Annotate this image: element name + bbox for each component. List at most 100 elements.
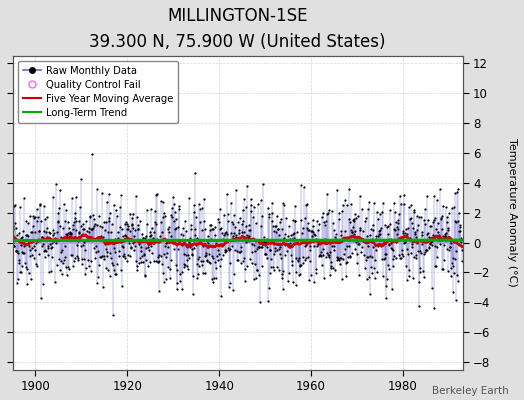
- Point: [416, 264, 424, 271]
- Point: [326, 263, 335, 269]
- Point: [271, 244, 279, 251]
- Point: [162, 254, 170, 260]
- Point: [355, 241, 363, 247]
- Point: [304, 227, 312, 233]
- Point: [147, 243, 155, 249]
- Point: [233, 248, 241, 254]
- Point: [249, 276, 258, 282]
- Point: [377, 236, 385, 243]
- Point: [208, 226, 216, 232]
- Point: [138, 231, 146, 237]
- Point: [110, 244, 118, 251]
- Point: [337, 238, 346, 244]
- Point: [216, 293, 225, 300]
- Point: [281, 231, 290, 237]
- Point: [20, 195, 28, 202]
- Point: [80, 256, 89, 262]
- Point: [307, 228, 315, 234]
- Point: [291, 282, 300, 288]
- Point: [11, 220, 19, 226]
- Point: [71, 215, 80, 221]
- Point: [209, 279, 217, 285]
- Point: [330, 227, 339, 233]
- Point: [91, 243, 100, 249]
- Point: [140, 235, 149, 242]
- Point: [133, 262, 141, 269]
- Point: [300, 238, 308, 244]
- Point: [102, 265, 110, 272]
- Point: [222, 248, 230, 254]
- Point: [239, 218, 247, 224]
- Point: [292, 269, 300, 276]
- Point: [165, 224, 173, 230]
- Legend: Raw Monthly Data, Quality Control Fail, Five Year Moving Average, Long-Term Tren: Raw Monthly Data, Quality Control Fail, …: [17, 61, 178, 123]
- Point: [53, 210, 62, 216]
- Point: [51, 234, 60, 241]
- Point: [239, 207, 247, 214]
- Point: [157, 253, 166, 260]
- Point: [233, 219, 242, 225]
- Point: [388, 286, 396, 292]
- Point: [329, 220, 337, 226]
- Point: [267, 200, 276, 206]
- Point: [449, 263, 457, 269]
- Point: [49, 194, 57, 200]
- Point: [86, 268, 95, 274]
- Point: [89, 224, 97, 231]
- Point: [32, 261, 40, 267]
- Point: [85, 229, 93, 235]
- Point: [79, 242, 87, 248]
- Point: [244, 235, 253, 242]
- Point: [218, 230, 226, 236]
- Point: [242, 239, 250, 245]
- Point: [88, 226, 96, 232]
- Point: [298, 237, 307, 243]
- Point: [177, 241, 185, 247]
- Point: [438, 266, 446, 272]
- Point: [237, 248, 246, 254]
- Point: [405, 204, 413, 211]
- Point: [309, 217, 317, 224]
- Point: [261, 239, 270, 246]
- Point: [344, 242, 353, 249]
- Point: [304, 227, 313, 234]
- Point: [93, 222, 102, 228]
- Point: [139, 235, 148, 241]
- Point: [163, 264, 172, 270]
- Point: [112, 206, 120, 213]
- Point: [413, 213, 421, 220]
- Point: [247, 208, 255, 214]
- Point: [216, 226, 224, 232]
- Point: [431, 215, 439, 221]
- Point: [45, 229, 53, 236]
- Point: [30, 255, 38, 261]
- Point: [323, 250, 332, 256]
- Point: [316, 249, 325, 255]
- Point: [141, 272, 149, 278]
- Point: [127, 215, 136, 222]
- Point: [422, 247, 431, 253]
- Point: [90, 216, 98, 222]
- Point: [123, 258, 132, 264]
- Point: [167, 212, 175, 218]
- Point: [243, 231, 251, 238]
- Point: [113, 239, 121, 245]
- Point: [61, 264, 70, 270]
- Point: [361, 218, 369, 224]
- Point: [15, 257, 24, 264]
- Point: [435, 186, 444, 192]
- Point: [12, 247, 20, 254]
- Point: [453, 189, 461, 196]
- Point: [154, 259, 162, 266]
- Point: [361, 264, 369, 271]
- Point: [211, 232, 219, 239]
- Point: [215, 219, 223, 226]
- Point: [206, 260, 214, 266]
- Point: [265, 211, 273, 217]
- Point: [386, 206, 394, 213]
- Point: [308, 229, 316, 235]
- Point: [440, 241, 449, 248]
- Point: [454, 186, 463, 192]
- Point: [429, 219, 437, 225]
- Point: [144, 244, 152, 250]
